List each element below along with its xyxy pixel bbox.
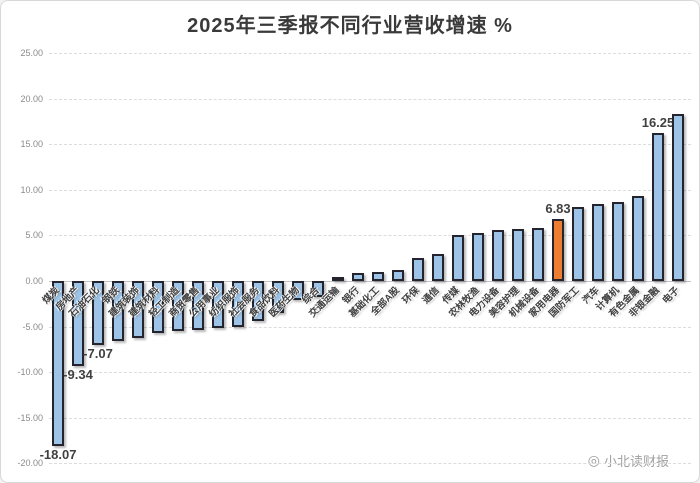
bar [612, 201, 624, 281]
bar [672, 114, 684, 281]
y-axis-tick: 20.00 [20, 93, 43, 104]
bar [152, 281, 164, 333]
bar [592, 204, 604, 281]
y-axis-tick: 0.00 [25, 276, 43, 286]
bar [192, 281, 204, 330]
bar [572, 207, 584, 281]
bar [92, 281, 104, 346]
bar [472, 232, 484, 281]
bar [532, 227, 544, 281]
bar [492, 230, 504, 281]
value-label: -18.07 [39, 446, 77, 462]
gridline [49, 189, 691, 191]
bar [212, 281, 224, 329]
value-label: -9.34 [63, 367, 93, 383]
bar [652, 132, 664, 281]
y-axis-tick: 15.00 [20, 139, 43, 150]
bar [52, 281, 64, 446]
gridline [49, 235, 691, 237]
bar [452, 235, 464, 281]
y-axis-tick: -5.00 [22, 321, 43, 332]
bar [252, 281, 264, 322]
gridline [49, 53, 691, 54]
gridline [49, 326, 691, 328]
gridline [49, 463, 691, 465]
bar [632, 196, 644, 281]
gridline [49, 372, 691, 374]
gridline [49, 98, 691, 100]
gridline [49, 144, 691, 146]
watermark-text: 小北读财报 [603, 454, 669, 469]
x-axis-line [49, 281, 691, 282]
value-label: -7.07 [83, 346, 113, 362]
value-label: 6.83 [545, 200, 571, 216]
bar [292, 281, 304, 301]
y-axis-tick: 25.00 [20, 48, 43, 58]
bar [272, 281, 284, 313]
bar [112, 281, 124, 341]
bar [332, 277, 344, 281]
bar [132, 281, 144, 339]
watermark: ◎ 小北读财报 [588, 451, 669, 470]
bar [232, 281, 244, 327]
bar [372, 271, 384, 281]
bar [412, 258, 424, 281]
y-axis-tick: -15.00 [17, 412, 43, 423]
camera-logo-icon: ◎ [587, 452, 600, 468]
bar-highlighted [552, 218, 564, 281]
bar [432, 253, 444, 281]
gridline [49, 417, 691, 419]
bar [312, 281, 324, 297]
y-axis-tick: -10.00 [17, 367, 43, 378]
value-label: 16.25 [641, 114, 675, 130]
y-axis-tick: 10.00 [20, 184, 43, 195]
bar [172, 281, 184, 332]
bar [352, 272, 364, 281]
bar [512, 229, 524, 281]
bar [72, 281, 84, 367]
y-axis-tick: -20.00 [17, 458, 43, 469]
bar [392, 270, 404, 281]
chart-title: 2025年三季报不同行业营收增速 % [187, 15, 513, 37]
y-axis-tick: 5.00 [25, 230, 43, 241]
